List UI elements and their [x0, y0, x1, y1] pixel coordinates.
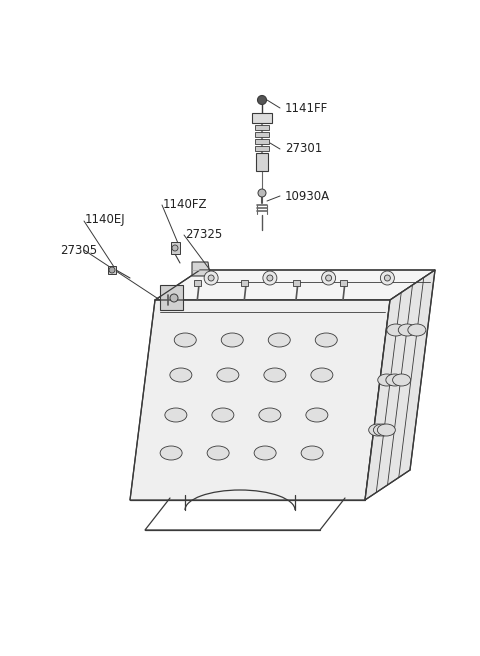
Bar [241, 280, 248, 286]
Ellipse shape [387, 324, 405, 336]
Ellipse shape [393, 374, 410, 386]
Circle shape [204, 271, 218, 285]
Bar [255, 146, 269, 151]
Polygon shape [130, 300, 390, 500]
Bar [256, 153, 268, 171]
Ellipse shape [311, 368, 333, 382]
Circle shape [380, 271, 395, 285]
Ellipse shape [259, 408, 281, 422]
Polygon shape [160, 285, 183, 310]
Ellipse shape [212, 408, 234, 422]
Ellipse shape [221, 333, 243, 347]
Ellipse shape [264, 368, 286, 382]
Text: 1141FF: 1141FF [285, 102, 328, 115]
Ellipse shape [268, 333, 290, 347]
Circle shape [325, 275, 332, 281]
Circle shape [267, 275, 273, 281]
Circle shape [172, 245, 178, 251]
Bar [108, 266, 116, 274]
Ellipse shape [217, 368, 239, 382]
Ellipse shape [408, 324, 426, 336]
Ellipse shape [165, 408, 187, 422]
Circle shape [263, 271, 277, 285]
Ellipse shape [315, 333, 337, 347]
Circle shape [258, 189, 266, 197]
Ellipse shape [207, 446, 229, 460]
Bar [293, 280, 300, 286]
Text: 10930A: 10930A [285, 190, 330, 203]
Ellipse shape [398, 324, 416, 336]
Bar [255, 125, 269, 130]
Ellipse shape [306, 408, 328, 422]
Ellipse shape [373, 424, 391, 436]
Ellipse shape [301, 446, 323, 460]
Bar [194, 280, 201, 286]
Text: 1140EJ: 1140EJ [85, 213, 126, 226]
Bar [252, 113, 272, 123]
Text: 1140FZ: 1140FZ [163, 199, 207, 211]
Circle shape [170, 294, 178, 302]
Ellipse shape [170, 368, 192, 382]
Ellipse shape [386, 374, 404, 386]
Circle shape [384, 275, 390, 281]
Bar [340, 280, 347, 286]
Ellipse shape [377, 424, 396, 436]
Circle shape [208, 275, 214, 281]
Ellipse shape [174, 333, 196, 347]
Ellipse shape [378, 374, 396, 386]
Ellipse shape [369, 424, 387, 436]
Text: 27325: 27325 [185, 228, 222, 241]
Bar [171, 242, 180, 254]
Circle shape [322, 271, 336, 285]
Text: 27301: 27301 [285, 142, 322, 155]
Polygon shape [155, 270, 435, 300]
Bar [255, 132, 269, 137]
Text: 27305: 27305 [60, 243, 97, 256]
Circle shape [109, 267, 115, 273]
Circle shape [257, 96, 266, 104]
Ellipse shape [160, 446, 182, 460]
Ellipse shape [254, 446, 276, 460]
Bar [255, 139, 269, 144]
Polygon shape [365, 270, 435, 500]
Polygon shape [192, 262, 210, 276]
